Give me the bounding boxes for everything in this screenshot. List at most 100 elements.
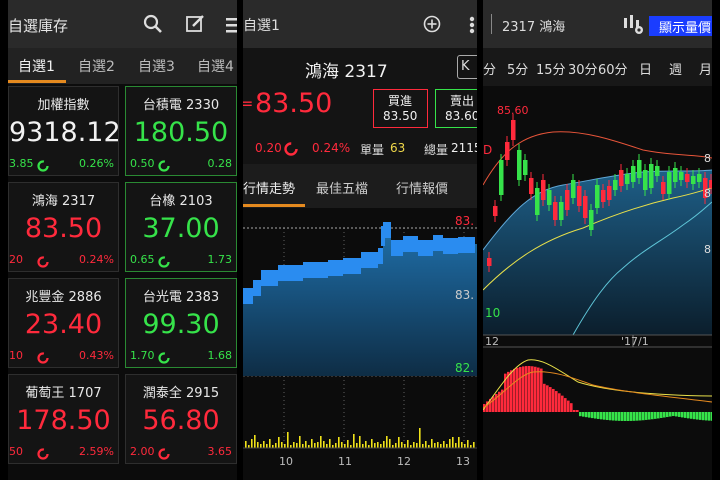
down-arrow-icon bbox=[158, 445, 170, 460]
quote-tile[interactable]: 台積電 2330 180.50 0.50 0.28 bbox=[125, 86, 237, 176]
quote-tile[interactable]: 鴻海 2317 83.50 20 0.24% bbox=[8, 182, 119, 272]
candle-body bbox=[505, 142, 510, 160]
show-volume-button[interactable]: 顯示量價 bbox=[649, 16, 712, 36]
volume-bar bbox=[398, 437, 400, 448]
candle-body bbox=[661, 182, 666, 194]
candle-body bbox=[553, 202, 558, 220]
volume-bar bbox=[440, 444, 442, 448]
volume-bar bbox=[473, 442, 475, 448]
macd-bar bbox=[504, 373, 507, 412]
volume-bar bbox=[410, 445, 412, 448]
high-price-label: 85.60 bbox=[497, 104, 529, 117]
price-step-band bbox=[391, 240, 403, 256]
volume-bar bbox=[353, 434, 355, 448]
volume-bar bbox=[350, 445, 352, 448]
macd-bar bbox=[618, 412, 621, 421]
tile-price: 9318.12 bbox=[9, 117, 119, 148]
macd-bar bbox=[681, 412, 684, 418]
k-line-chart bbox=[483, 114, 712, 421]
up-arrow-icon bbox=[158, 157, 170, 172]
tile-change-pct: 1.68 bbox=[207, 349, 233, 362]
candle-body bbox=[601, 190, 606, 202]
sell-box[interactable]: 賣出 83.60 bbox=[435, 89, 477, 128]
search-icon[interactable] bbox=[142, 13, 164, 35]
volume-bar bbox=[467, 440, 469, 448]
quote-tile[interactable]: 加權指數 9318.12 3.85 0.26% bbox=[8, 86, 119, 176]
tab-watchlist-3[interactable]: 自選3 bbox=[138, 59, 175, 75]
macd-bar bbox=[579, 412, 582, 417]
back-label[interactable]: 自選1 bbox=[243, 18, 280, 34]
quote-tile[interactable]: 潤泰全 2915 56.80 2.00 3.65 bbox=[125, 374, 237, 464]
more-vertical-icon[interactable] bbox=[469, 16, 475, 34]
tab-intraday[interactable]: 行情走勢 bbox=[243, 182, 296, 197]
macd-bar bbox=[696, 412, 699, 420]
edit-icon[interactable] bbox=[184, 13, 206, 35]
candle-body bbox=[685, 174, 690, 182]
up-arrow-icon bbox=[158, 349, 170, 364]
menu-icon[interactable] bbox=[226, 15, 237, 35]
volume-bar bbox=[425, 441, 427, 448]
volume-bar bbox=[248, 445, 250, 448]
volume-bar bbox=[287, 432, 289, 448]
volume-bar bbox=[257, 442, 259, 448]
tile-price: 180.50 bbox=[133, 117, 229, 148]
tile-price: 37.00 bbox=[142, 213, 220, 244]
period-tab[interactable]: 15分 bbox=[536, 63, 566, 78]
macd-bar bbox=[675, 412, 678, 417]
tile-price: 56.80 bbox=[142, 405, 220, 436]
quote-header: 自選1 bbox=[243, 0, 477, 48]
candle-body bbox=[631, 166, 636, 182]
candle-body bbox=[697, 174, 702, 182]
quote-tabs: 行情走勢 最佳五檔 行情報價 bbox=[243, 164, 477, 208]
volume-bar bbox=[413, 442, 415, 448]
quote-tile[interactable]: 葡萄王 1707 178.50 50 2.59% bbox=[8, 374, 119, 464]
price-step-band bbox=[303, 262, 328, 278]
add-circle-icon[interactable] bbox=[423, 15, 441, 33]
volume-bar bbox=[338, 437, 340, 448]
tab-best-five[interactable]: 最佳五檔 bbox=[316, 182, 369, 197]
quote-tile[interactable]: 台光電 2383 99.30 1.70 1.68 bbox=[125, 278, 237, 368]
candle-body bbox=[535, 188, 540, 215]
tile-name: 葡萄王 1707 bbox=[25, 386, 102, 401]
tab-quote-report[interactable]: 行情報價 bbox=[396, 182, 449, 197]
tile-change-pct: 0.43% bbox=[79, 349, 114, 362]
tab-watchlist-1[interactable]: 自選1 bbox=[18, 59, 55, 75]
macd-bar bbox=[573, 410, 576, 412]
volume-bar bbox=[458, 437, 460, 448]
price-change-pct: 0.24% bbox=[312, 141, 351, 155]
sell-label: 賣出 bbox=[450, 94, 475, 108]
buy-box[interactable]: 買進 83.50 bbox=[373, 89, 428, 128]
period-tab[interactable]: 60分 bbox=[598, 63, 628, 78]
period-tab[interactable]: 30分 bbox=[568, 63, 598, 78]
tile-change: 1.70 bbox=[130, 349, 155, 362]
tab-watchlist-4[interactable]: 自選4 bbox=[197, 59, 234, 75]
candle-body bbox=[493, 206, 498, 216]
tab-watchlist-2[interactable]: 自選2 bbox=[78, 59, 115, 75]
candle-body bbox=[499, 160, 504, 195]
period-tab[interactable]: 5分 bbox=[507, 63, 529, 78]
chart-settings-icon[interactable] bbox=[621, 12, 645, 36]
period-tab[interactable]: 分 bbox=[483, 63, 497, 78]
volume-bar bbox=[371, 439, 373, 448]
volume-bar bbox=[470, 445, 472, 448]
k-chart-button[interactable]: K bbox=[457, 55, 477, 79]
quote-tile[interactable]: 台橡 2103 37.00 0.65 1.73 bbox=[125, 182, 237, 272]
macd-bar bbox=[510, 370, 513, 412]
tile-change: 2.00 bbox=[130, 445, 155, 458]
quote-tile[interactable]: 兆豐金 2886 23.40 10 0.43% bbox=[8, 278, 119, 368]
macd-bar bbox=[702, 412, 705, 421]
macd-bar bbox=[543, 383, 546, 412]
period-tab[interactable]: 週 bbox=[669, 63, 683, 78]
sell-price: 83.60 bbox=[445, 109, 477, 123]
macd-bar bbox=[711, 412, 712, 421]
period-tab[interactable]: 月 bbox=[699, 63, 712, 78]
price-step-band bbox=[361, 252, 378, 268]
moving-average-line bbox=[483, 187, 712, 291]
volume-bar bbox=[464, 444, 466, 448]
volume-bar bbox=[365, 441, 367, 448]
macd-bar bbox=[525, 366, 528, 412]
period-tab[interactable]: 日 bbox=[639, 63, 653, 78]
volume-bar bbox=[377, 442, 379, 448]
macd-bar bbox=[537, 367, 540, 412]
